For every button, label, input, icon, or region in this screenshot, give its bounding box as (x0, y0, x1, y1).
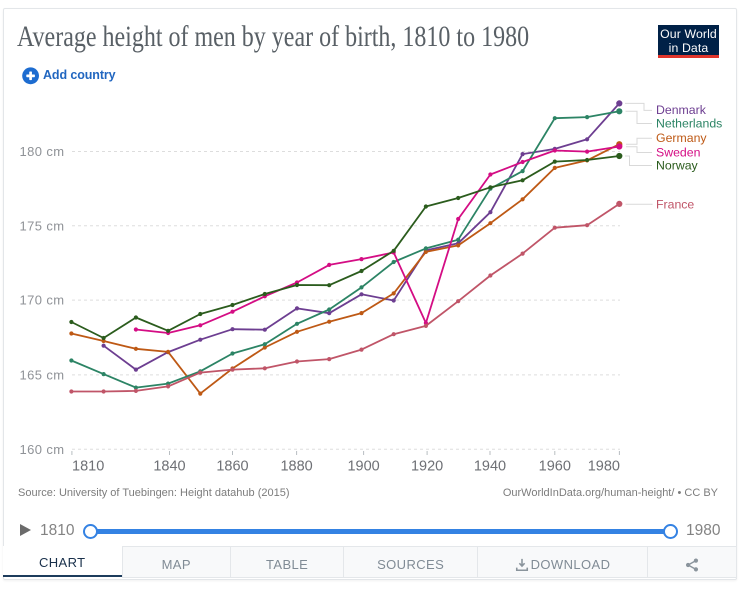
svg-text:170 cm: 170 cm (20, 293, 65, 308)
svg-text:Germany: Germany (656, 131, 707, 145)
svg-text:175 cm: 175 cm (20, 218, 65, 233)
svg-text:1940: 1940 (474, 459, 506, 475)
svg-text:Sweden: Sweden (656, 145, 701, 159)
svg-text:165 cm: 165 cm (20, 368, 65, 383)
svg-text:1860: 1860 (216, 459, 248, 475)
svg-text:Denmark: Denmark (656, 103, 707, 117)
svg-text:1960: 1960 (539, 459, 571, 475)
svg-text:1980: 1980 (588, 459, 620, 475)
svg-text:1810: 1810 (72, 459, 104, 475)
svg-text:Netherlands: Netherlands (656, 116, 722, 130)
svg-text:1840: 1840 (153, 459, 185, 475)
svg-text:1900: 1900 (347, 459, 379, 475)
svg-text:160 cm: 160 cm (20, 442, 65, 457)
svg-text:180 cm: 180 cm (20, 144, 65, 159)
svg-text:France: France (656, 198, 694, 212)
svg-text:Norway: Norway (656, 159, 699, 173)
svg-text:1920: 1920 (411, 459, 443, 475)
svg-text:1880: 1880 (280, 459, 312, 475)
